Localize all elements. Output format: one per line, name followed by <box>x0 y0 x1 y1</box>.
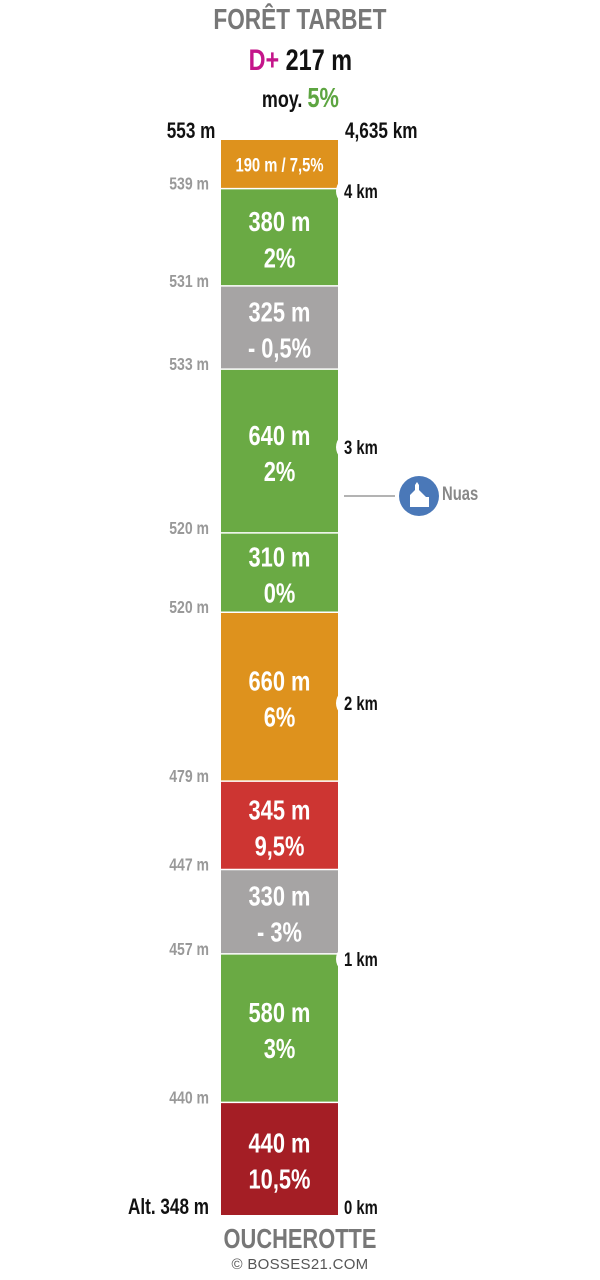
segment-length-label: 580 m <box>249 998 311 1029</box>
climb-title: FORÊT TARBET <box>213 4 387 36</box>
profile-segment <box>221 781 338 870</box>
profile-segment <box>221 532 338 613</box>
km-marker-notch <box>336 432 366 463</box>
credit: © BOSSES21.COM <box>231 1256 369 1273</box>
segment-length-label: 440 m <box>249 1128 311 1159</box>
profile-segment <box>221 953 338 1103</box>
average-grade-label: moy. <box>261 86 302 112</box>
altitude-label: 447 m <box>169 855 209 875</box>
profile-segment <box>221 869 338 954</box>
start-altitude-label: Alt. 348 m <box>128 1195 209 1220</box>
segment-grade-label: 3% <box>264 1034 296 1065</box>
segment-length-label: 640 m <box>249 420 311 451</box>
profile-segment <box>221 285 338 370</box>
km-marker-label: 3 km <box>344 437 378 458</box>
segment-length-label: 345 m <box>249 795 311 826</box>
poi-name: Nuas <box>442 484 479 505</box>
segment-length-label: 380 m <box>249 207 311 238</box>
altitude-label: 520 m <box>169 598 209 618</box>
start-distance-label: 0 km <box>344 1197 378 1218</box>
segment-grade-label: 0% <box>264 578 296 609</box>
segment-length-label: 310 m <box>249 542 311 573</box>
km-marker-notch <box>336 176 366 207</box>
profile-segment <box>221 612 338 782</box>
summit-altitude: 553 m <box>166 118 215 143</box>
km-marker-notch <box>336 688 366 719</box>
elevation-gain-label: D+ <box>248 44 279 77</box>
km-marker-label: 4 km <box>344 181 378 202</box>
altitude-label: 531 m <box>169 271 209 291</box>
km-marker-label: 2 km <box>344 693 378 714</box>
average-grade: moy. 5% <box>0 82 600 114</box>
segment-length-label: 660 m <box>249 666 311 697</box>
segment-length-label: 325 m <box>249 297 311 328</box>
altitude-label: 533 m <box>169 354 209 374</box>
altitude-label: 479 m <box>169 767 209 787</box>
segment-length-label: 330 m <box>249 881 311 912</box>
profile-segment <box>221 1102 338 1215</box>
km-marker-label: 1 km <box>344 949 378 970</box>
elevation-gain-value: 217 m <box>285 44 352 77</box>
segment-grade-label: - 0,5% <box>248 333 311 364</box>
church-icon <box>399 476 439 516</box>
segment-grade-label: 6% <box>264 702 296 733</box>
altitude-label: 539 m <box>169 174 209 194</box>
summit-distance: 4,635 km <box>345 118 418 143</box>
segment-grade-label: 10,5% <box>249 1164 311 1195</box>
profile-segment <box>221 140 338 189</box>
altitude-label: 457 m <box>169 939 209 959</box>
segment-label: 190 m / 7,5% <box>235 155 323 176</box>
elevation-gain: D+ 217 m <box>0 44 600 78</box>
segment-grade-label: 2% <box>264 456 296 487</box>
segment-grade-label: - 3% <box>257 917 302 948</box>
average-grade-value: 5% <box>306 82 339 113</box>
altitude-label: 520 m <box>169 518 209 538</box>
km-marker-notch <box>336 944 366 975</box>
profile-segment <box>221 369 338 533</box>
segment-grade-label: 2% <box>264 243 296 274</box>
segment-grade-label: 9,5% <box>255 831 305 862</box>
altitude-label: 440 m <box>169 1088 209 1108</box>
profile-segment <box>221 188 338 286</box>
start-name: OUCHEROTTE <box>223 1223 377 1254</box>
